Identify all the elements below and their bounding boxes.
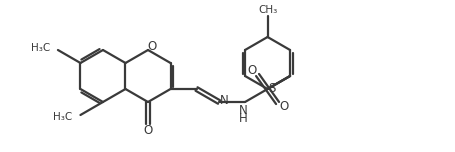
Text: N: N: [239, 105, 248, 117]
Text: H₃C: H₃C: [30, 43, 50, 53]
Text: O: O: [279, 100, 288, 114]
Text: H: H: [239, 112, 248, 126]
Text: O: O: [247, 64, 256, 78]
Text: S: S: [268, 83, 275, 95]
Text: CH₃: CH₃: [258, 5, 277, 15]
Text: H₃C: H₃C: [53, 112, 72, 122]
Text: N: N: [220, 93, 228, 107]
Text: O: O: [147, 40, 157, 52]
Text: O: O: [143, 124, 152, 137]
